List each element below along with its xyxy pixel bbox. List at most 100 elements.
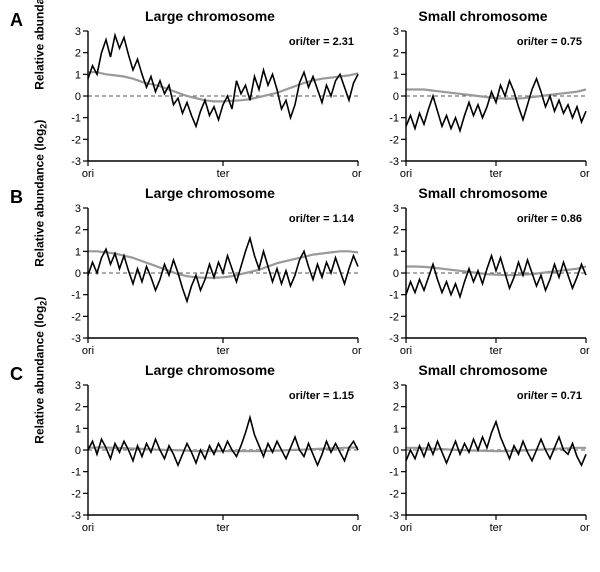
ori-ter-ratio: ori/ter = 1.14 — [289, 213, 355, 225]
ytick-label: 3 — [75, 381, 81, 392]
xtick-label: ori — [580, 522, 590, 533]
panels: Large chromosome -3 -2 -1 0 1 2 3 ori ter ori ori/… — [58, 185, 590, 356]
ori-ter-ratio: ori/ter = 0.75 — [517, 36, 582, 48]
xtick-label: ter — [217, 522, 230, 533]
panel: Large chromosome -3 -2 -1 0 1 2 3 ori ter ori ori/… — [58, 8, 362, 179]
panels: Large chromosome -3-2-10123oriteroriori/… — [58, 362, 590, 533]
panel-title: Small chromosome — [418, 8, 547, 24]
row-C: C Relative abundance (log2) Large chromo… — [10, 362, 590, 533]
ytick-label: -3 — [71, 510, 81, 522]
panel-plot: -3 -2 -1 0 1 2 3 ori ter ori ori/ter = 2.31 — [58, 27, 362, 179]
xtick-label: ori — [580, 345, 590, 356]
row-B: B Relative abundance (log2) Large chromo… — [10, 185, 590, 356]
ylabel: Relative abundance (log2) — [33, 297, 49, 444]
panel-plot: -3-2-10123oriteroriori/ter = 0.75 — [376, 27, 590, 179]
series-sample — [406, 422, 586, 465]
row-letter: C — [10, 362, 24, 385]
panel-plot: -3-2-10123oriteroriori/ter = 0.71 — [376, 381, 590, 533]
ori-ter-ratio: ori/ter = 0.86 — [517, 213, 582, 225]
ytick-label: -2 — [71, 311, 81, 323]
xtick-label: ter — [490, 522, 503, 533]
ori-ter-ratio: ori/ter = 0.71 — [517, 390, 582, 402]
panel-plot: -3-2-10123oriteroriori/ter = 1.14 — [58, 204, 362, 356]
series-sample — [88, 238, 358, 301]
ytick-label: 3 — [393, 204, 399, 215]
ytick-label: 3 — [393, 381, 399, 392]
ytick-label: 3 — [75, 204, 81, 215]
ytick-label: 2 — [393, 225, 399, 237]
ytick-label: 1 — [75, 423, 81, 435]
ylabel: Relative abundance (log2) — [33, 0, 49, 90]
panel-title: Large chromosome — [145, 8, 275, 24]
ytick-label: 0 — [393, 445, 399, 457]
series-reference — [406, 448, 586, 451]
xtick-label: ter — [490, 168, 503, 179]
ytick-label: 1 — [75, 246, 81, 258]
ytick-label: 2 — [393, 402, 399, 414]
ytick-label: 0 — [75, 91, 81, 103]
ytick-label: 3 — [75, 27, 81, 38]
xtick-label: ori — [82, 168, 94, 179]
panel-title: Small chromosome — [418, 185, 547, 201]
ytick-label: -1 — [389, 113, 399, 125]
panels: Large chromosome -3 -2 -1 0 1 2 3 ori ter ori ori/… — [58, 8, 590, 179]
ylabel: Relative abundance (log2) — [33, 120, 49, 267]
ytick-label: 2 — [393, 48, 399, 60]
xtick-label: ori — [400, 168, 412, 179]
panel: Large chromosome -3-2-10123oriteroriori/… — [58, 362, 362, 533]
ylabel-wrap: Relative abundance (log2) — [24, 8, 58, 24]
series-sample — [88, 418, 358, 466]
xtick-label: ter — [217, 168, 230, 179]
xtick-label: ori — [82, 522, 94, 533]
ytick-label: 0 — [393, 91, 399, 103]
xtick-label: ter — [490, 345, 503, 356]
ytick-label: -1 — [389, 290, 399, 302]
xtick-label: ori — [352, 522, 362, 533]
ytick-label: -1 — [389, 467, 399, 479]
ytick-label: -2 — [71, 488, 81, 500]
ytick-label: -1 — [71, 467, 81, 479]
ytick-label: -3 — [389, 156, 399, 168]
ytick-label: -3 — [71, 333, 81, 345]
xtick-label: ori — [580, 168, 590, 179]
ori-ter-ratio: ori/ter = 2.31 — [289, 36, 354, 48]
ytick-label: 1 — [75, 69, 81, 81]
row-letter: B — [10, 185, 24, 208]
xtick-label: ori — [352, 345, 362, 356]
panel-plot: -3 -2 -1 0 1 2 3 ori ter ori ori/ter = 1.15 — [58, 381, 362, 533]
row-letter: A — [10, 8, 24, 31]
series-sample — [88, 35, 358, 126]
ytick-label: 3 — [393, 27, 399, 38]
ytick-label: -2 — [71, 134, 81, 146]
ytick-label: 0 — [393, 268, 399, 280]
ytick-label: 2 — [75, 402, 81, 414]
ori-ter-ratio: ori/ter = 1.15 — [289, 390, 354, 402]
xtick-label: ori — [82, 345, 94, 356]
panel: Small chromosome -3-2-10123oriteroriori/… — [376, 8, 590, 179]
panel: Large chromosome -3-2-10123oriteroriori/… — [58, 185, 362, 356]
xtick-label: ori — [400, 522, 412, 533]
panel-title: Large chromosome — [145, 185, 275, 201]
panel-plot: -3 -2 -1 0 1 2 3 ori ter ori ori/ter = 0.86 — [376, 204, 590, 356]
xtick-label: ori — [352, 168, 362, 179]
xtick-label: ter — [217, 345, 230, 356]
ytick-label: 1 — [393, 69, 399, 81]
ytick-label: 1 — [393, 246, 399, 258]
series-reference — [88, 72, 358, 101]
row-A: A Relative abundance (log2) Large chromo… — [10, 8, 590, 179]
ytick-label: 0 — [75, 445, 81, 457]
ylabel-wrap: Relative abundance (log2) — [24, 185, 58, 201]
ytick-label: 2 — [75, 225, 81, 237]
ytick-label: 1 — [393, 423, 399, 435]
ytick-label: -3 — [71, 156, 81, 168]
panel-title: Small chromosome — [418, 362, 547, 378]
series-sample — [406, 256, 586, 297]
ytick-label: -3 — [389, 333, 399, 345]
ytick-label: -1 — [71, 113, 81, 125]
ytick-label: -2 — [389, 311, 399, 323]
xtick-label: ori — [400, 345, 412, 356]
panel: Small chromosome -3-2-10123oriteroriori/… — [376, 362, 590, 533]
ytick-label: -1 — [71, 290, 81, 302]
ytick-label: 2 — [75, 48, 81, 60]
series-sample — [406, 79, 586, 131]
